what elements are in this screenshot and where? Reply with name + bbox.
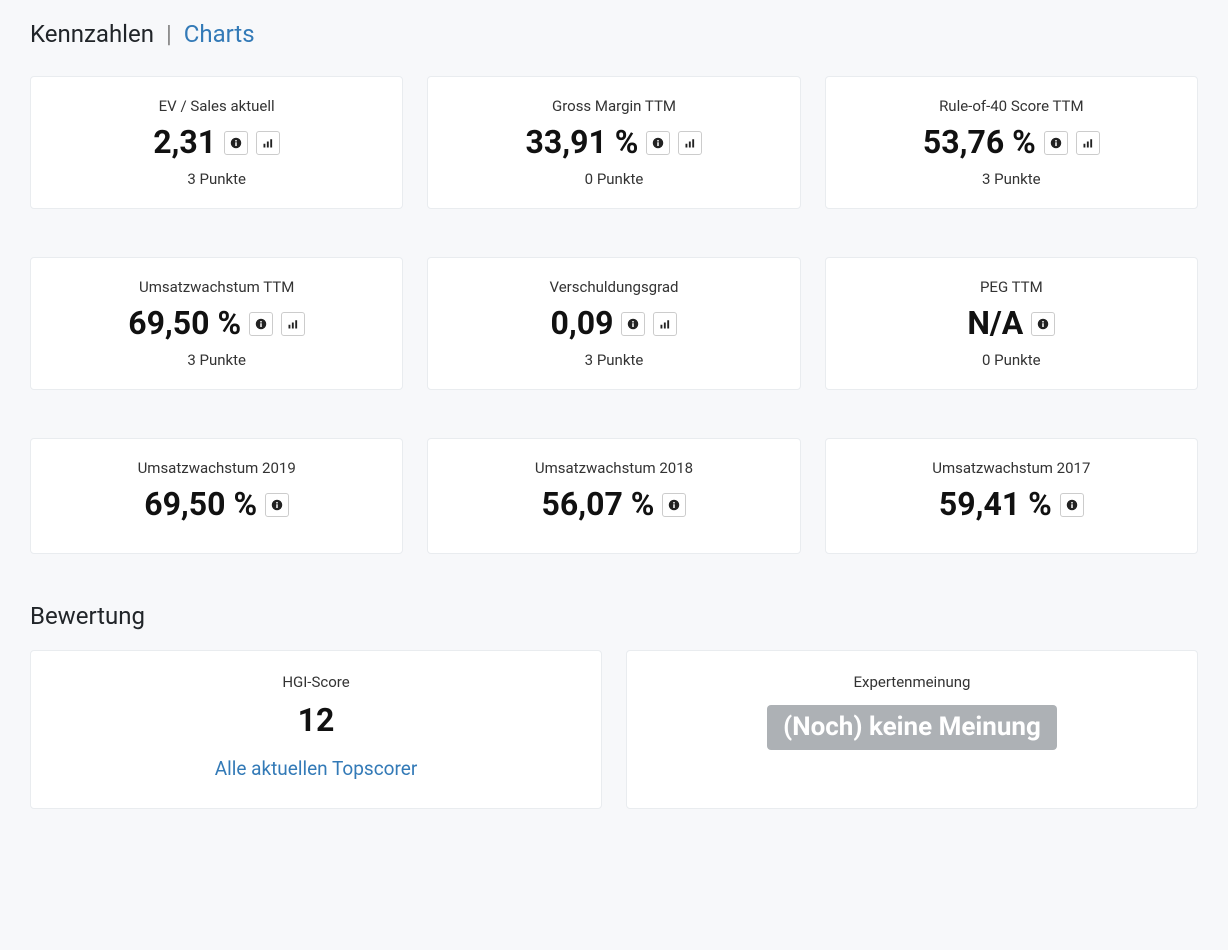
bar-chart-icon[interactable] bbox=[256, 131, 280, 155]
kpi-card: Verschuldungsgrad 0,09 3 Punkte bbox=[427, 257, 800, 390]
section-title-bewertung: Bewertung bbox=[30, 602, 1198, 630]
info-icon[interactable] bbox=[621, 312, 645, 336]
kpi-value: 0,09 bbox=[551, 306, 614, 341]
kpi-value-row: 33,91 % bbox=[444, 125, 783, 160]
expert-opinion-badge: (Noch) keine Meinung bbox=[767, 705, 1057, 751]
kpi-label: Umsatzwachstum TTM bbox=[47, 278, 386, 296]
kpi-value: 69,50 % bbox=[144, 487, 257, 522]
info-icon[interactable] bbox=[662, 493, 686, 517]
kpi-points: 0 Punkte bbox=[842, 351, 1181, 369]
kpi-points: 3 Punkte bbox=[47, 170, 386, 188]
kpi-value: N/A bbox=[967, 306, 1023, 341]
kpi-label: EV / Sales aktuell bbox=[47, 97, 386, 115]
kpi-label: Umsatzwachstum 2017 bbox=[842, 459, 1181, 477]
bar-chart-icon[interactable] bbox=[678, 131, 702, 155]
expert-opinion-label: Expertenmeinung bbox=[643, 673, 1181, 691]
kpi-value-row: 2,31 bbox=[47, 125, 386, 160]
info-icon[interactable] bbox=[224, 131, 248, 155]
hgi-score-card: HGI-Score 12 Alle aktuellen Topscorer bbox=[30, 650, 602, 809]
kpi-card: Umsatzwachstum 2017 59,41 % bbox=[825, 438, 1198, 553]
kpi-card: PEG TTM N/A 0 Punkte bbox=[825, 257, 1198, 390]
kpi-card: Umsatzwachstum 2018 56,07 % bbox=[427, 438, 800, 553]
kpi-value-row: 69,50 % bbox=[47, 487, 386, 522]
bewertung-grid: HGI-Score 12 Alle aktuellen Topscorer Ex… bbox=[30, 650, 1198, 809]
kpi-value-row: 53,76 % bbox=[842, 125, 1181, 160]
kpi-value-row: N/A bbox=[842, 306, 1181, 341]
kpi-value-row: 69,50 % bbox=[47, 306, 386, 341]
hgi-score-label: HGI-Score bbox=[47, 673, 585, 691]
tab-charts[interactable]: Charts bbox=[184, 20, 255, 48]
kpi-label: Verschuldungsgrad bbox=[444, 278, 783, 296]
topscorer-link[interactable]: Alle aktuellen Topscorer bbox=[47, 757, 585, 780]
info-icon[interactable] bbox=[249, 312, 273, 336]
kpi-value: 33,91 % bbox=[526, 125, 639, 160]
kpi-card: Umsatzwachstum 2019 69,50 % bbox=[30, 438, 403, 553]
kpi-card: Gross Margin TTM 33,91 % 0 Punkte bbox=[427, 76, 800, 209]
kpi-value: 56,07 % bbox=[542, 487, 655, 522]
kpi-value-row: 59,41 % bbox=[842, 487, 1181, 522]
kpi-points: 3 Punkte bbox=[444, 351, 783, 369]
hgi-score-value: 12 bbox=[47, 701, 585, 739]
tab-kennzahlen[interactable]: Kennzahlen bbox=[30, 20, 154, 48]
tab-bar: Kennzahlen | Charts bbox=[30, 20, 1198, 48]
kpi-label: Umsatzwachstum 2018 bbox=[444, 459, 783, 477]
kpi-points: 0 Punkte bbox=[444, 170, 783, 188]
kpi-value: 53,76 % bbox=[923, 125, 1036, 160]
kpi-label: Gross Margin TTM bbox=[444, 97, 783, 115]
kpi-label: Rule-of-40 Score TTM bbox=[842, 97, 1181, 115]
kpi-value: 69,50 % bbox=[128, 306, 241, 341]
kpi-grid: EV / Sales aktuell 2,31 3 Punkte Gross Marg… bbox=[30, 76, 1198, 554]
kpi-value-row: 56,07 % bbox=[444, 487, 783, 522]
bar-chart-icon[interactable] bbox=[653, 312, 677, 336]
info-icon[interactable] bbox=[1060, 493, 1084, 517]
info-icon[interactable] bbox=[646, 131, 670, 155]
kpi-label: PEG TTM bbox=[842, 278, 1181, 296]
info-icon[interactable] bbox=[1044, 131, 1068, 155]
info-icon[interactable] bbox=[1031, 312, 1055, 336]
bar-chart-icon[interactable] bbox=[281, 312, 305, 336]
kpi-points: 3 Punkte bbox=[842, 170, 1181, 188]
kpi-value: 2,31 bbox=[153, 125, 216, 160]
bar-chart-icon[interactable] bbox=[1076, 131, 1100, 155]
kpi-label: Umsatzwachstum 2019 bbox=[47, 459, 386, 477]
kpi-value: 59,41 % bbox=[939, 487, 1052, 522]
expert-opinion-card: Expertenmeinung (Noch) keine Meinung bbox=[626, 650, 1198, 809]
tab-separator: | bbox=[166, 20, 172, 48]
kpi-value-row: 0,09 bbox=[444, 306, 783, 341]
kpi-card: EV / Sales aktuell 2,31 3 Punkte bbox=[30, 76, 403, 209]
info-icon[interactable] bbox=[265, 493, 289, 517]
kpi-card: Umsatzwachstum TTM 69,50 % 3 Punkte bbox=[30, 257, 403, 390]
kpi-card: Rule-of-40 Score TTM 53,76 % 3 Punkte bbox=[825, 76, 1198, 209]
kpi-points: 3 Punkte bbox=[47, 351, 386, 369]
